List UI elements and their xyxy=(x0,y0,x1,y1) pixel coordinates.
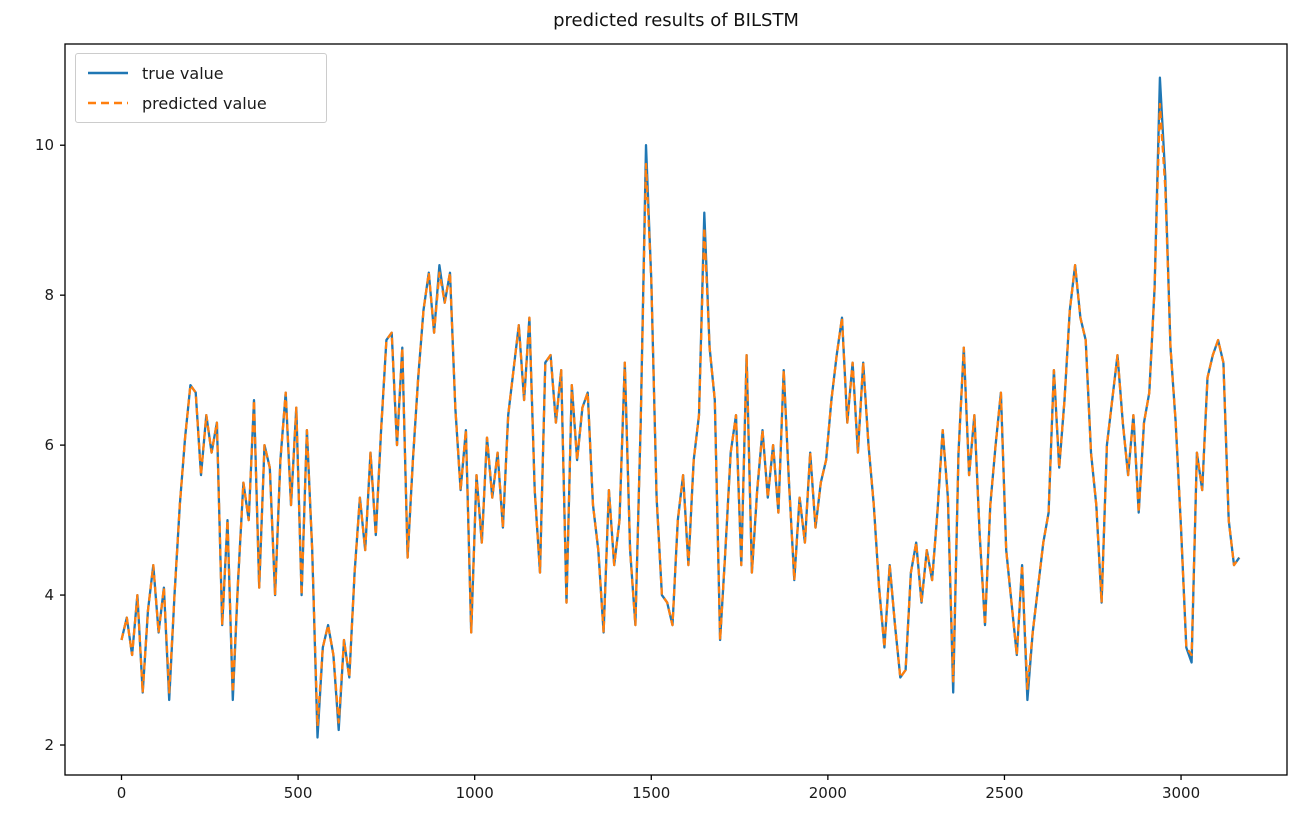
legend-label-true-value: true value xyxy=(142,63,224,83)
axes-frame xyxy=(64,43,1288,776)
legend-label-predicted-value: predicted value xyxy=(142,93,267,113)
page-title: predicted results of BILSTM xyxy=(553,10,799,31)
legend: true value predicted value xyxy=(75,53,327,123)
y-tick-label: 4 xyxy=(44,586,54,604)
x-tick-label: 2500 xyxy=(985,784,1023,802)
predicted-value-line xyxy=(120,102,1241,728)
x-tick-label: 1500 xyxy=(632,784,670,802)
x-tick-label: 0 xyxy=(117,784,127,802)
y-tick-label: 8 xyxy=(44,286,54,304)
x-tick-label: 2000 xyxy=(809,784,847,802)
true-value-line xyxy=(120,76,1241,739)
y-tick-label: 2 xyxy=(44,736,54,754)
legend-item-true-value: true value xyxy=(86,61,314,85)
legend-item-predicted-value: predicted value xyxy=(86,91,314,115)
x-tick-label: 3000 xyxy=(1162,784,1200,802)
x-tick-label: 500 xyxy=(284,784,313,802)
true-value-line-sample-icon xyxy=(88,71,128,75)
x-tick-label: 1000 xyxy=(456,784,494,802)
y-tick-label: 10 xyxy=(35,136,54,154)
y-tick-label: 6 xyxy=(44,436,54,454)
predicted-value-line-sample-icon xyxy=(88,101,128,105)
